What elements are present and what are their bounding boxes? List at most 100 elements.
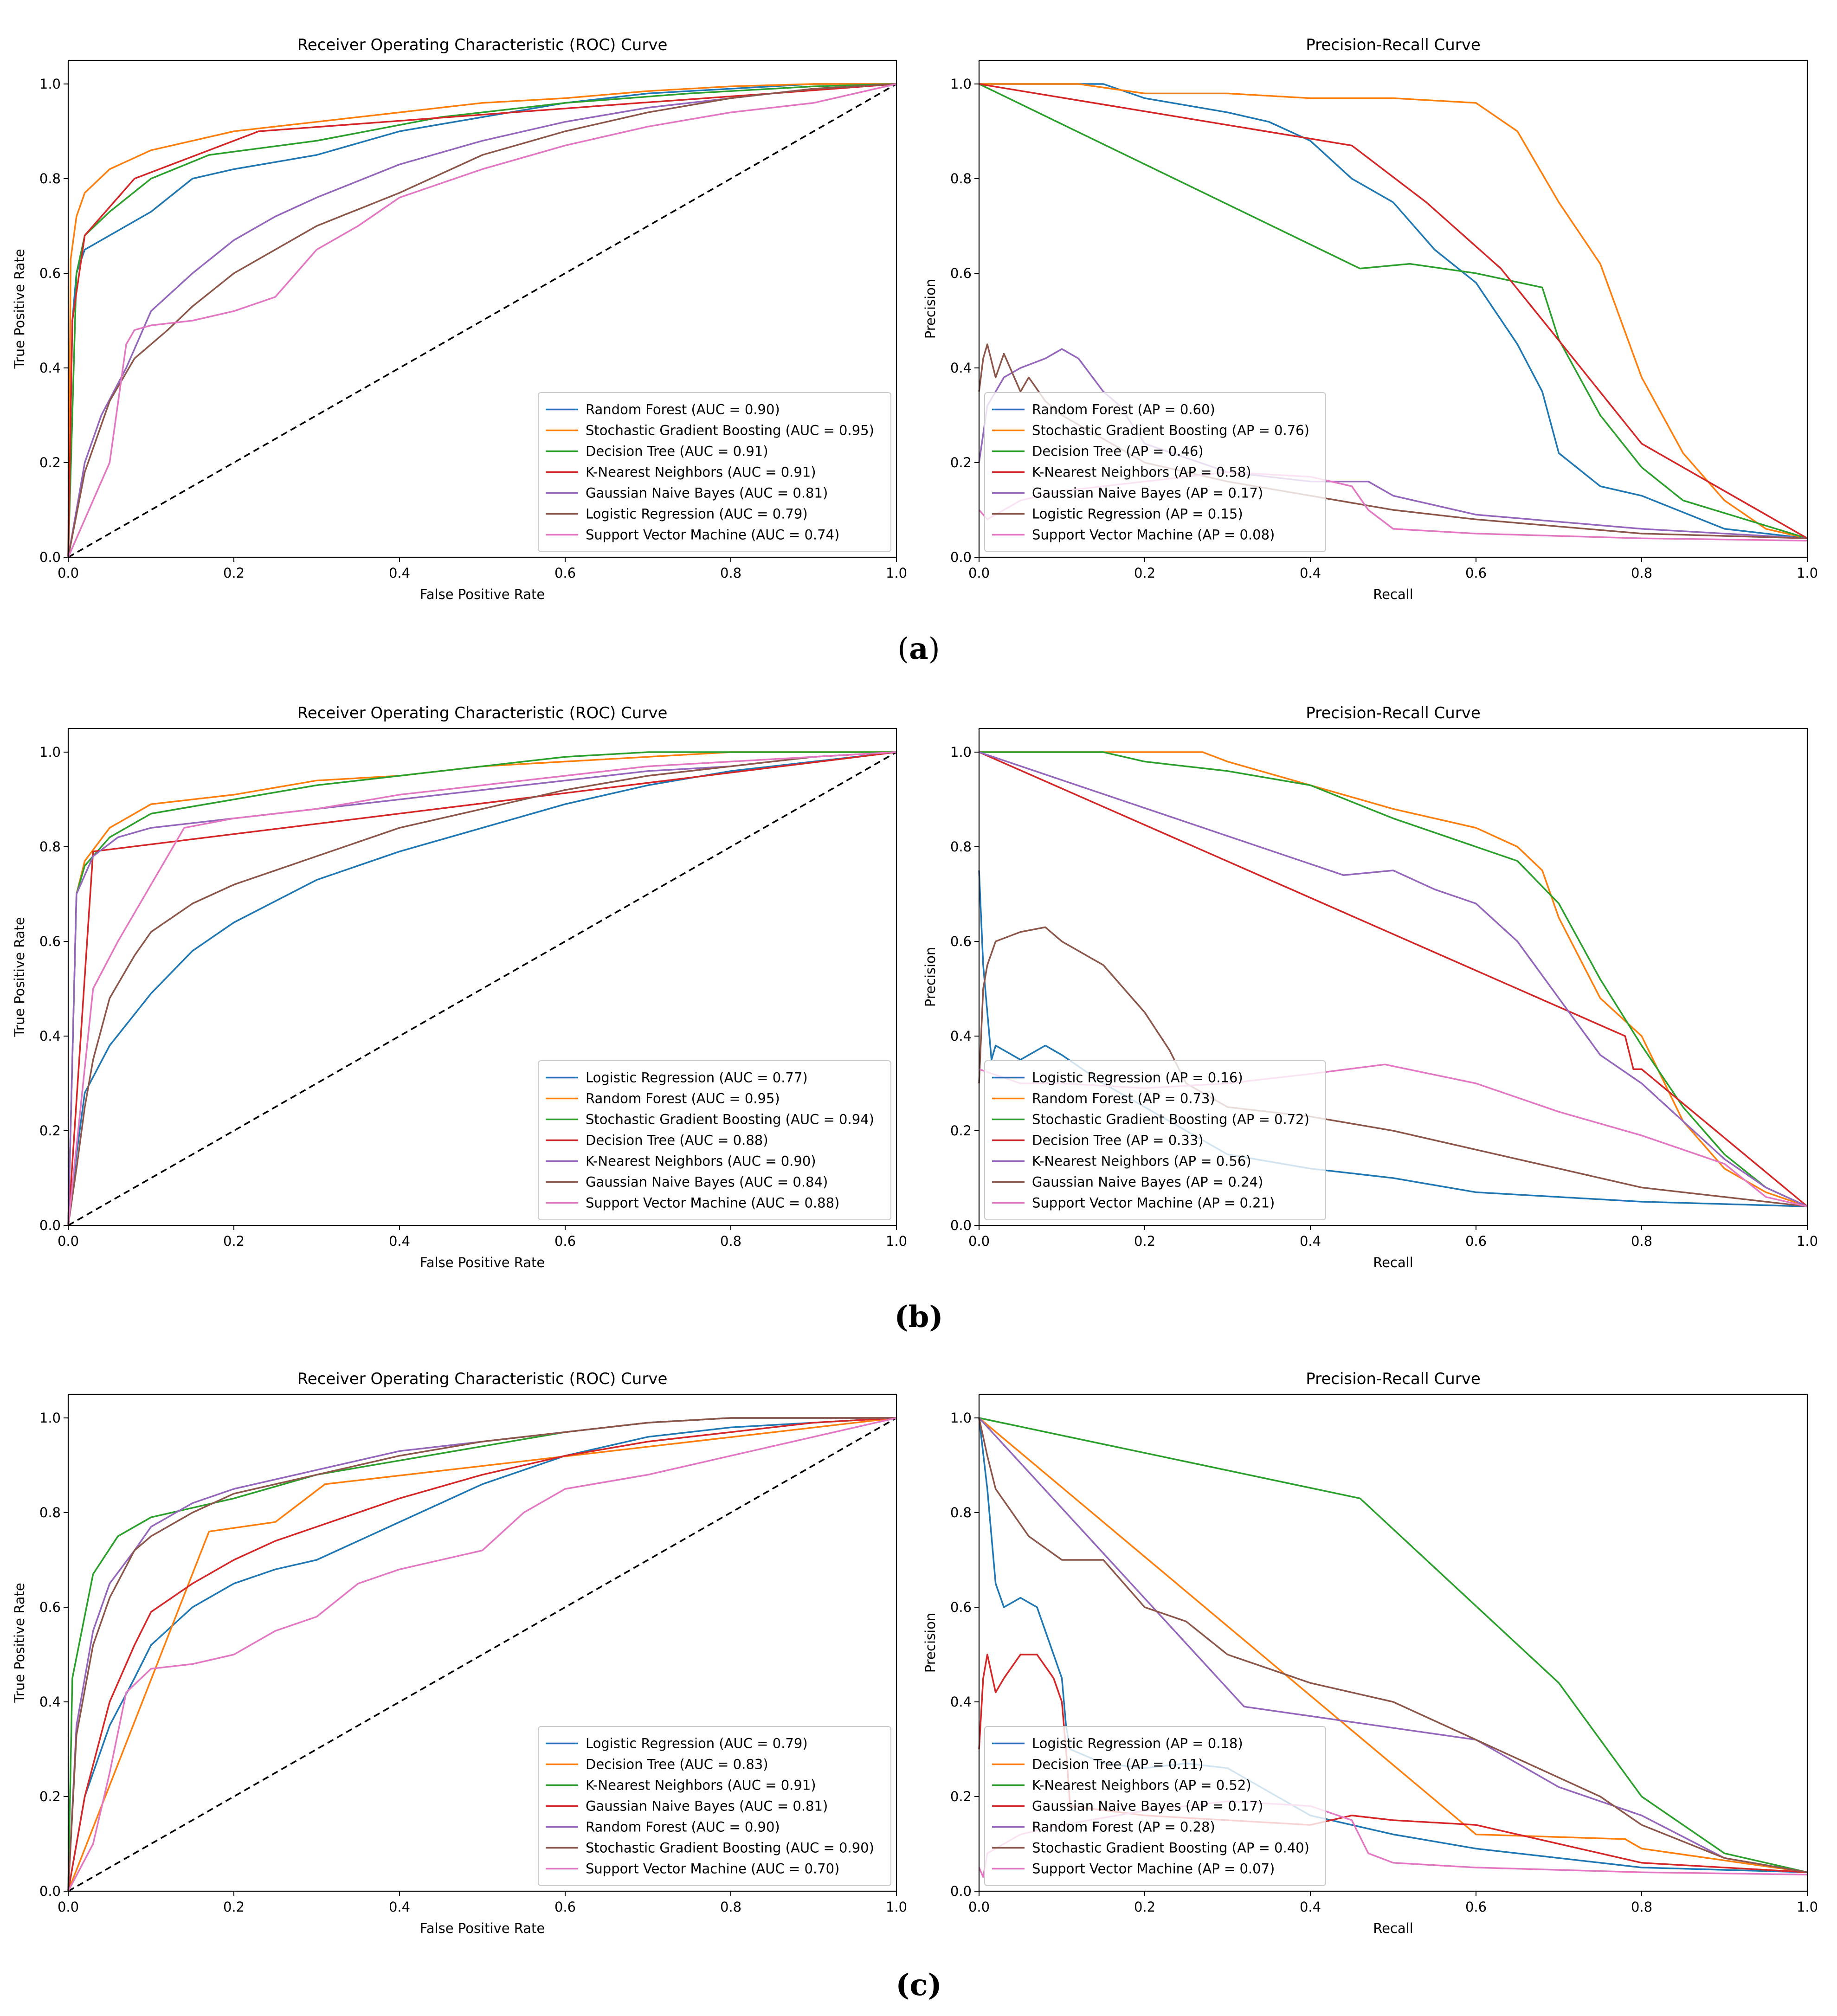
chart-b-pr-xtick-2: 0.4 [1300,1233,1321,1249]
chart-a-roc-xtick-5: 1.0 [886,565,907,581]
chart-c-roc-series-5 [67,1417,896,1892]
chart-a-roc: Receiver Operating Characteristic (ROC) … [12,36,907,602]
chart-b-pr-ytick-0: 0.0 [950,1217,972,1233]
chart-a-pr-legend-label-6: Support Vector Machine (AP = 0.08) [1032,527,1275,543]
chart-a-pr-ytick-4: 0.8 [950,171,972,187]
chart-b-roc: Receiver Operating Characteristic (ROC) … [12,704,907,1270]
chart-b-pr-series-4 [979,751,1808,1207]
chart-b-roc-legend-label-4: K-Nearest Neighbors (AUC = 0.90) [586,1153,816,1169]
chart-b-roc-xtick-1: 0.2 [223,1233,245,1249]
chart-c-pr-xtick-5: 1.0 [1797,1899,1818,1915]
chart-c-roc-legend-label-0: Logistic Regression (AUC = 0.79) [586,1736,808,1752]
chart-b-pr-legend-box [984,1060,1326,1220]
chart-a-pr-xtick-3: 0.6 [1465,565,1487,581]
chart-c-pr-xtick-2: 0.4 [1300,1899,1321,1915]
chart-b-pr-ytick-5: 1.0 [950,744,972,760]
chart-b-roc-legend-label-6: Support Vector Machine (AUC = 0.88) [586,1195,839,1211]
chart-a-pr-xtick-1: 0.2 [1134,565,1155,581]
chart-b-roc-xtick-5: 1.0 [886,1233,907,1249]
chart-a-pr-ylabel: Precision [922,279,938,339]
chart-a-pr-axes-frame [978,59,1808,558]
chart-c-roc-series-0 [67,1417,897,1892]
chart-a-roc-ytick-3: 0.6 [39,265,61,281]
chart-a-roc-xtick-3: 0.6 [554,565,576,581]
chart-b-roc-series-6 [67,751,897,1226]
chart-b-pr-legend-label-5: Gaussian Naive Bayes (AP = 0.24) [1032,1174,1263,1190]
chart-b-pr-xtick-5: 1.0 [1797,1233,1818,1249]
chart-b-pr-series-1 [979,751,1808,1207]
chart-c-roc-series-6 [67,1417,897,1892]
chart-c-roc-series-1 [67,1417,897,1892]
chart-b-roc-ylabel: True Positive Rate [12,917,27,1037]
chart-c-pr-ytick-5: 1.0 [950,1410,972,1426]
chart-b-pr-xtick-4: 0.8 [1631,1233,1652,1249]
chart-a-pr-series-0 [979,83,1808,539]
chart-c-pr-legend-label-0: Logistic Regression (AP = 0.18) [1032,1736,1243,1752]
chart-c-roc-legend-label-6: Support Vector Machine (AUC = 0.70) [586,1861,839,1877]
chart-a-roc-title: Receiver Operating Characteristic (ROC) … [297,36,668,54]
chart-b-roc-xtick-3: 0.6 [554,1233,576,1249]
chart-c-pr-legend-box [984,1726,1326,1886]
chart-c-roc-xtick-0: 0.0 [58,1899,79,1915]
chart-b-roc-ytick-5: 1.0 [39,744,61,760]
chart-a-pr-ytick-1: 0.2 [950,455,972,470]
chart-a-roc-legend-label-1: Stochastic Gradient Boosting (AUC = 0.95… [586,423,874,438]
chart-c-pr-xtick-4: 0.8 [1631,1899,1652,1915]
chart-a-pr-xtick-4: 0.8 [1631,565,1652,581]
chart-c-pr-xtick-1: 0.2 [1134,1899,1155,1915]
chart-c-pr-ytick-1: 0.2 [950,1789,972,1804]
chart-c-roc-xtick-4: 0.8 [720,1899,741,1915]
chart-b-pr-series-3 [979,751,1808,1207]
chart-b-pr-ytick-4: 0.8 [950,839,972,855]
chart-c-pr-legend-label-6: Support Vector Machine (AP = 0.07) [1032,1861,1275,1877]
chart-a-pr-ytick-0: 0.0 [950,549,972,565]
chart-c-pr-legend-label-1: Decision Tree (AP = 0.11) [1032,1757,1204,1772]
chart-c-roc-xtick-2: 0.4 [389,1899,410,1915]
caption-a-letter: a [909,631,928,666]
chart-a-roc-axes-frame [67,59,897,558]
chart-a-roc-xtick-2: 0.4 [389,565,410,581]
chart-b-pr-axes-frame [978,728,1808,1226]
chart-a-pr-series-1 [979,83,1808,539]
chart-c-roc-legend: Logistic Regression (AUC = 0.79) Decision… [538,1726,891,1886]
chart-b-roc-ytick-0: 0.0 [39,1217,61,1233]
chart-a-pr-series-3 [979,83,1808,539]
chart-c-roc-series-3 [67,1417,897,1892]
chart-c-roc-legend-label-3: Gaussian Naive Bayes (AUC = 0.81) [586,1798,828,1814]
chart-a-roc-legend-label-6: Support Vector Machine (AUC = 0.74) [586,527,839,543]
chart-c-pr-xtick-3: 0.6 [1465,1899,1487,1915]
chart-a-pr-legend-box [984,392,1326,552]
chart-a-pr-xtick-5: 1.0 [1797,565,1818,581]
chart-c-roc-legend-label-5: Stochastic Gradient Boosting (AUC = 0.90… [586,1840,874,1856]
chart-c-roc-xtick-3: 0.6 [554,1899,576,1915]
chart-a-roc-xtick-1: 0.2 [223,565,245,581]
chart-c-pr-xtick-0: 0.0 [968,1899,990,1915]
chart-a-pr-legend-label-4: Gaussian Naive Bayes (AP = 0.17) [1032,485,1263,501]
chart-b-pr: Precision-Recall Curve 0.0 0.2 0.4 0.6 0.8 1.0… [922,704,1818,1270]
chart-b-pr-xlabel: Recall [1373,1255,1413,1270]
chart-b-roc-title: Receiver Operating Characteristic (ROC) … [297,704,668,722]
chart-b-pr-legend-label-1: Random Forest (AP = 0.73) [1032,1091,1215,1107]
chart-a-roc-xtick-0: 0.0 [58,565,79,581]
chart-b-roc-legend-box [538,1060,891,1220]
chart-a-pr-legend: Random Forest (AP = 0.60) Stochastic Grad… [984,392,1326,552]
chart-a-pr-legend-label-1: Stochastic Gradient Boosting (AP = 0.76) [1032,423,1309,438]
chart-b-roc-series-3 [67,751,897,1226]
chart-b-pr-ytick-1: 0.2 [950,1123,972,1139]
chart-c-roc-ytick-3: 0.6 [39,1599,61,1615]
chart-c-pr-xlabel: Recall [1373,1920,1413,1936]
chart-b-roc-series-5 [67,751,897,1226]
chart-b-pr-series-5 [978,926,1808,1207]
chart-a-roc-chance-line [68,83,897,558]
chart-a-pr: Precision-Recall Curve 0.0 0.2 0.4 0.6 0.8 1.0… [922,36,1818,602]
chart-c-pr-title: Precision-Recall Curve [1306,1370,1481,1388]
chart-c-roc-chance-line [68,1417,897,1892]
chart-c-pr-axes-frame [978,1393,1808,1892]
chart-a-roc-legend-label-3: K-Nearest Neighbors (AUC = 0.91) [586,464,816,480]
chart-a-pr-xtick-0: 0.0 [968,565,990,581]
chart-a-roc-ylabel: True Positive Rate [12,249,27,369]
chart-b-roc-series-2 [67,751,896,1226]
chart-c-roc-legend-label-4: Random Forest (AUC = 0.90) [586,1819,780,1835]
chart-b-pr-xtick-1: 0.2 [1134,1233,1155,1249]
